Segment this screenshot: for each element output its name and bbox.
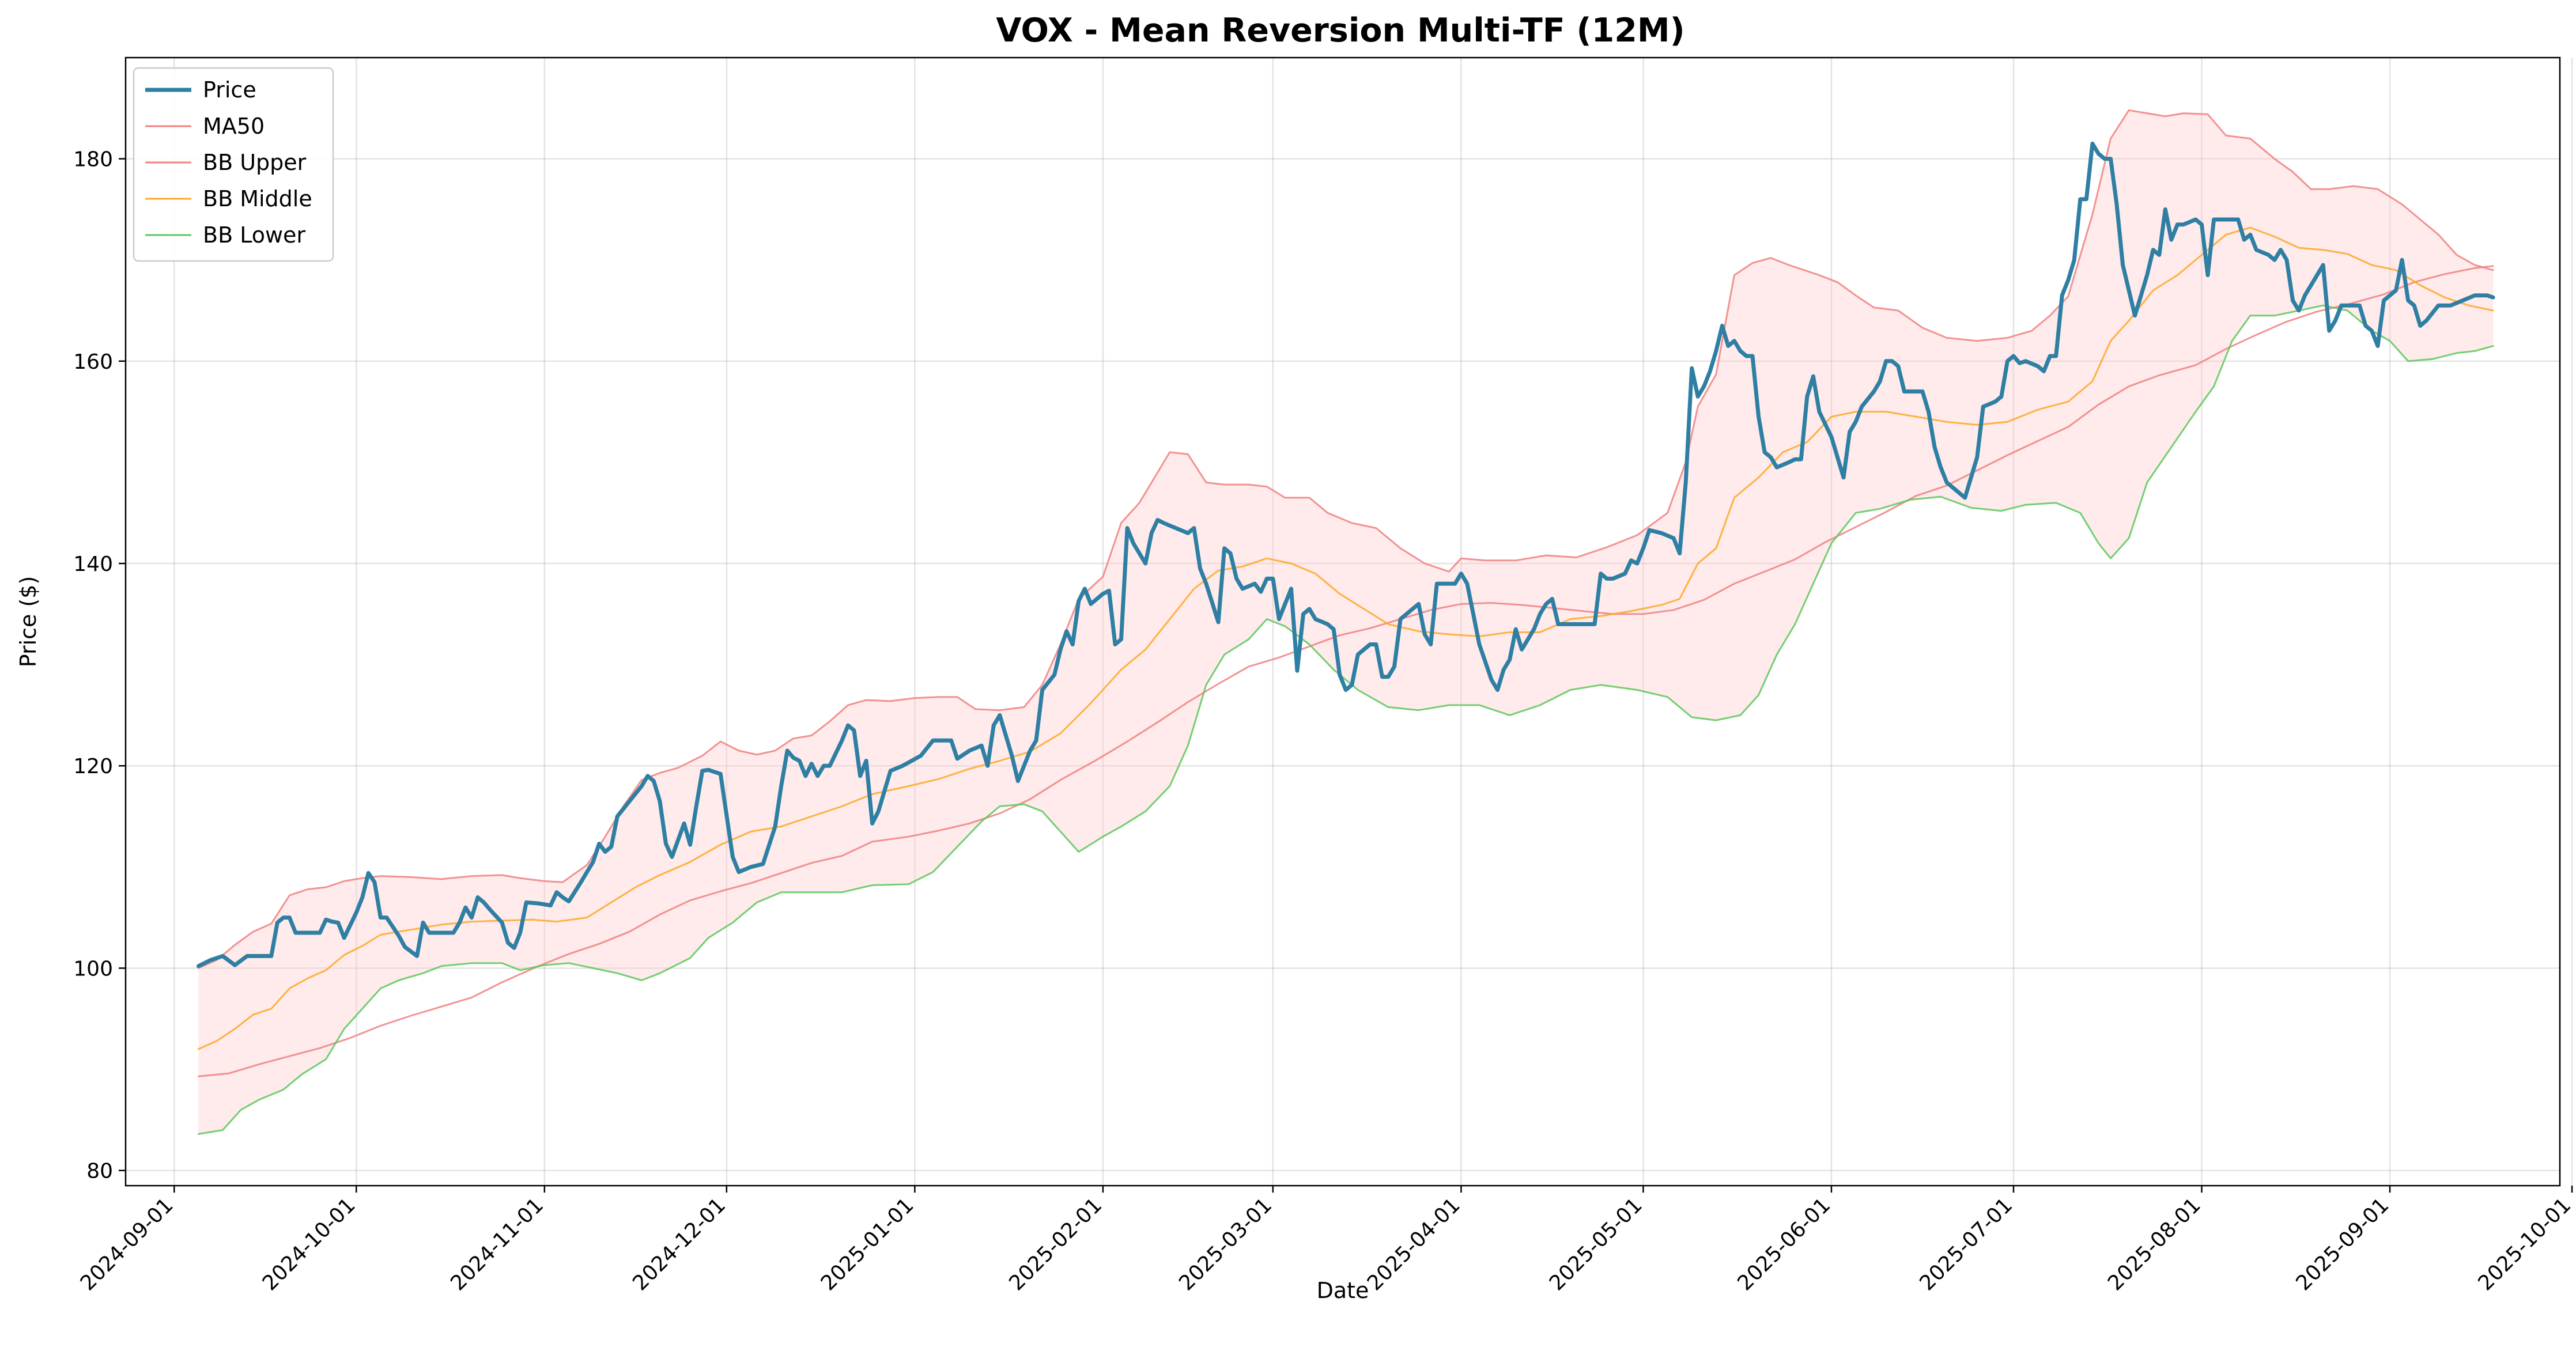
- legend: Price MA50 BB Upper BB Middle BB Lower: [133, 67, 334, 262]
- y-tick-label: 80: [86, 1160, 113, 1183]
- y-axis: 80 100 120 140 160 180: [73, 148, 126, 1183]
- legend-label: BB Middle: [203, 186, 312, 211]
- legend-box: [133, 67, 334, 262]
- y-tick-label: 100: [73, 957, 113, 981]
- series-line-bb-upper: [197, 109, 2494, 969]
- plot-frame: [124, 56, 2561, 1187]
- y-axis-label: Price ($): [16, 576, 41, 668]
- chart-title: VOX - Mean Reversion Multi-TF (12M): [996, 12, 1684, 50]
- grid: [126, 58, 2573, 1186]
- legend-label: BB Upper: [203, 150, 307, 175]
- y-tick-label: 120: [73, 755, 113, 778]
- series-line-price: [196, 141, 2495, 968]
- series-lines: [196, 109, 2495, 1135]
- legend-label: Price: [203, 77, 256, 103]
- bollinger-band-fill: [198, 110, 2494, 1134]
- series-line-ma50: [197, 265, 2494, 1077]
- y-tick-label: 180: [73, 148, 113, 172]
- y-tick-label: 160: [73, 350, 113, 374]
- series-line-bb-lower: [197, 304, 2494, 1135]
- legend-label: BB Lower: [203, 222, 305, 248]
- legend-label: MA50: [203, 113, 265, 139]
- x-axis-label: Date: [1317, 1278, 1369, 1303]
- y-tick-label: 140: [73, 553, 113, 576]
